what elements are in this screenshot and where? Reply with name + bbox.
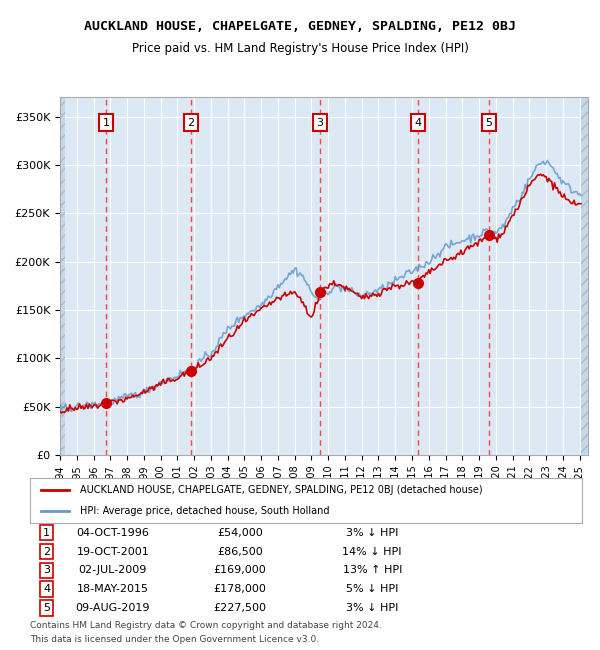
Text: 3% ↓ HPI: 3% ↓ HPI	[346, 528, 398, 538]
Text: 14% ↓ HPI: 14% ↓ HPI	[343, 547, 402, 556]
Text: 19-OCT-2001: 19-OCT-2001	[76, 547, 149, 556]
Text: 18-MAY-2015: 18-MAY-2015	[77, 584, 149, 594]
Text: 2: 2	[43, 547, 50, 556]
Text: This data is licensed under the Open Government Licence v3.0.: This data is licensed under the Open Gov…	[30, 634, 319, 644]
Text: Price paid vs. HM Land Registry's House Price Index (HPI): Price paid vs. HM Land Registry's House …	[131, 42, 469, 55]
Text: 3% ↓ HPI: 3% ↓ HPI	[346, 603, 398, 613]
Text: 1: 1	[43, 528, 50, 538]
FancyBboxPatch shape	[30, 478, 582, 523]
Text: 3: 3	[43, 566, 50, 575]
Text: 04-OCT-1996: 04-OCT-1996	[76, 528, 149, 538]
Text: 4: 4	[43, 584, 50, 594]
Text: 3: 3	[316, 118, 323, 127]
Text: £227,500: £227,500	[213, 603, 266, 613]
Text: £178,000: £178,000	[214, 584, 266, 594]
Text: 1: 1	[103, 118, 110, 127]
Text: 4: 4	[415, 118, 422, 127]
Text: 5: 5	[485, 118, 493, 127]
Text: 13% ↑ HPI: 13% ↑ HPI	[343, 566, 402, 575]
Text: £54,000: £54,000	[217, 528, 263, 538]
Text: £86,500: £86,500	[217, 547, 263, 556]
Text: 5% ↓ HPI: 5% ↓ HPI	[346, 584, 398, 594]
Text: 2: 2	[187, 118, 194, 127]
Text: AUCKLAND HOUSE, CHAPELGATE, GEDNEY, SPALDING, PE12 0BJ (detached house): AUCKLAND HOUSE, CHAPELGATE, GEDNEY, SPAL…	[80, 486, 482, 495]
Text: 02-JUL-2009: 02-JUL-2009	[79, 566, 147, 575]
Text: 09-AUG-2019: 09-AUG-2019	[76, 603, 150, 613]
Text: Contains HM Land Registry data © Crown copyright and database right 2024.: Contains HM Land Registry data © Crown c…	[30, 621, 382, 630]
Text: HPI: Average price, detached house, South Holland: HPI: Average price, detached house, Sout…	[80, 506, 329, 515]
Text: AUCKLAND HOUSE, CHAPELGATE, GEDNEY, SPALDING, PE12 0BJ: AUCKLAND HOUSE, CHAPELGATE, GEDNEY, SPAL…	[84, 20, 516, 32]
Text: 5: 5	[43, 603, 50, 613]
Text: £169,000: £169,000	[214, 566, 266, 575]
Bar	[581, 98, 588, 455]
Bar	[60, 98, 65, 455]
